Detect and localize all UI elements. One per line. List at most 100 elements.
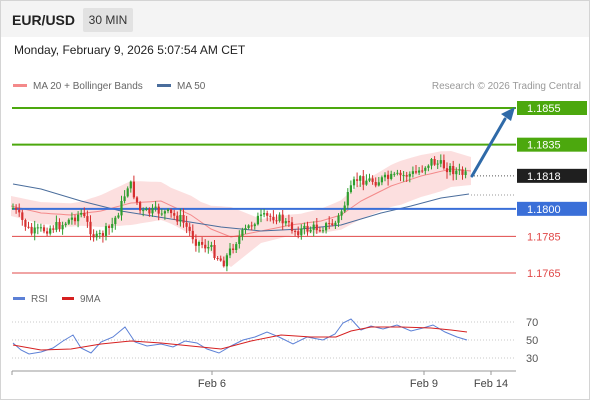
candle-body (89, 221, 92, 235)
ma50-swatch (157, 83, 171, 87)
level-label-support: 1.1785 (527, 231, 561, 243)
candle-body (402, 175, 405, 177)
candle-body (139, 202, 142, 211)
candle-body (49, 228, 52, 234)
candle-body (219, 258, 222, 261)
candle-body (27, 226, 30, 228)
legend-ma20-label: MA 20 + Bollinger Bands (33, 81, 143, 92)
level-label-box (517, 101, 587, 115)
candle-body (154, 206, 157, 208)
level-label-support: 1.1765 (527, 268, 561, 280)
level-label-pivot: 1.1800 (527, 204, 561, 216)
level-label-last: 1.1818 (527, 171, 561, 183)
candle-body (241, 229, 244, 237)
candle-body (18, 209, 21, 213)
candle-body (259, 214, 263, 216)
candle-body (30, 226, 33, 234)
candle-body (120, 201, 123, 216)
candle-body (294, 230, 297, 232)
candle-body (269, 215, 272, 217)
candle-body (461, 169, 464, 175)
rsi-axis-label: 50 (526, 335, 538, 347)
candle-body (207, 247, 210, 249)
candle-body (228, 248, 232, 256)
x-axis-label: Feb 9 (410, 378, 438, 390)
candle-body (396, 172, 399, 174)
candle-body (225, 255, 228, 267)
ma50-line (12, 183, 470, 232)
candle-body (58, 222, 61, 230)
candle-body (129, 181, 132, 189)
candle-body (430, 159, 433, 166)
candle-body (328, 223, 331, 225)
candle-body (337, 215, 340, 223)
level-lines (12, 107, 516, 274)
candle-body (176, 215, 179, 222)
candle-body (151, 207, 154, 214)
candle-body (33, 227, 36, 234)
candle-body (383, 174, 387, 178)
candle-body (387, 174, 390, 179)
candle-body (170, 209, 173, 214)
candle-body (334, 222, 337, 226)
credit-text: Research © 2026 Trading Central (431, 81, 581, 92)
level-label-resistance: 1.1855 (527, 103, 561, 115)
candle-body (77, 214, 80, 222)
candle-body (160, 213, 163, 215)
candle-body (321, 230, 325, 232)
candle-body (142, 210, 145, 212)
candle-body (185, 222, 188, 227)
ma20-swatch (13, 83, 27, 87)
legend-ma50: MA 50 (157, 81, 205, 92)
candle-body (331, 223, 334, 226)
candlesticks (11, 154, 467, 272)
candle-body (421, 170, 424, 172)
candle-body (123, 196, 126, 201)
candle-body (266, 213, 269, 216)
candle-body (235, 244, 238, 250)
candle-body (204, 244, 207, 249)
level-labels: 1.1855 1.1835 1.1818 1.1800 1.1785 1.1765 (517, 101, 587, 280)
candle-body (111, 224, 114, 228)
candle-body (64, 223, 67, 226)
candle-body (390, 173, 393, 179)
candle-body (349, 185, 352, 193)
candle-body (114, 217, 117, 225)
candle-body (368, 178, 371, 181)
rsi-line (12, 318, 468, 355)
candle-body (442, 160, 445, 169)
rsi-ma-line (12, 326, 468, 351)
candle-body (297, 231, 300, 236)
legend-9ma-label: 9MA (80, 294, 101, 305)
candle-body (315, 224, 318, 231)
candle-body (312, 224, 315, 230)
candle-body (287, 221, 290, 223)
candle-body (393, 173, 396, 175)
candle-body (303, 225, 306, 229)
timestamp: Monday, February 9, 2026 5:07:54 AM CET (14, 43, 246, 57)
candle-body (377, 182, 380, 186)
candle-body (275, 220, 278, 222)
symbol-title: EUR/USD (12, 12, 76, 28)
candle-body (365, 180, 368, 185)
rsi-swatch (13, 296, 25, 300)
candle-body (436, 163, 439, 165)
candle-body (374, 182, 377, 186)
candle-body (306, 225, 309, 232)
candle-body (300, 228, 303, 236)
level-label-box (517, 168, 587, 183)
candle-body (247, 225, 250, 228)
candle-body (284, 221, 287, 224)
legend-rsi-label: RSI (31, 294, 48, 305)
timeframe-button[interactable]: 30 MIN (83, 8, 133, 32)
candle-body (101, 233, 104, 236)
candle-body (148, 208, 151, 214)
candle-body (92, 234, 95, 238)
candle-body (179, 215, 182, 222)
legend-rsi: RSI (13, 294, 48, 305)
candle-body (340, 211, 343, 216)
forecast-arrow (470, 107, 515, 178)
candle-body (399, 172, 402, 176)
candle-body (325, 223, 328, 231)
